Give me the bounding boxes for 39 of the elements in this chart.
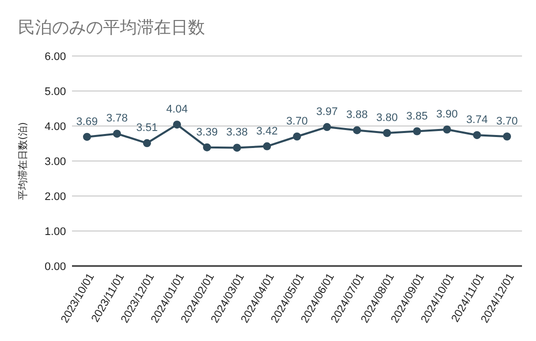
data-label: 3.39: [196, 126, 218, 138]
y-tick-label: 5.00: [44, 86, 66, 98]
y-tick-label: 6.00: [44, 50, 66, 63]
point: [143, 139, 151, 148]
y-tick-label: 4.00: [44, 120, 66, 133]
data-label: 3.90: [436, 108, 458, 120]
point: [173, 120, 181, 129]
data-label: 3.85: [406, 110, 428, 122]
data-label: 3.74: [466, 114, 488, 126]
point: [383, 129, 391, 137]
data-label: 3.69: [76, 116, 98, 128]
y-axis-title: 平均滞在日数(泊): [17, 122, 29, 200]
data-label: 3.42: [256, 125, 278, 138]
y-tick-label: 3.00: [44, 156, 66, 168]
data-label: 3.78: [106, 112, 128, 125]
point: [113, 130, 121, 138]
data-label: 3.70: [496, 116, 518, 128]
point: [233, 144, 241, 152]
point: [323, 123, 331, 132]
point: [83, 132, 91, 141]
point: [473, 131, 481, 140]
point: [503, 132, 511, 140]
y-tick-label: 2.00: [44, 190, 66, 203]
data-label: 3.97: [316, 106, 338, 118]
data-label: 3.70: [286, 116, 308, 128]
data-label: 3.80: [376, 112, 398, 124]
point: [203, 143, 211, 152]
data-label: 3.38: [226, 126, 248, 139]
y-tick-label: 0.00: [44, 260, 66, 273]
data-label: 3.51: [136, 122, 158, 134]
data-label: 3.88: [346, 109, 368, 122]
chart-title: 民泊のみの平均滞在日数: [18, 18, 205, 38]
point: [413, 127, 421, 136]
point: [443, 126, 451, 134]
point: [353, 126, 361, 134]
data-label: 4.04: [166, 104, 188, 116]
point: [293, 132, 301, 140]
point: [263, 142, 271, 150]
y-tick-label: 1.00: [44, 226, 66, 238]
